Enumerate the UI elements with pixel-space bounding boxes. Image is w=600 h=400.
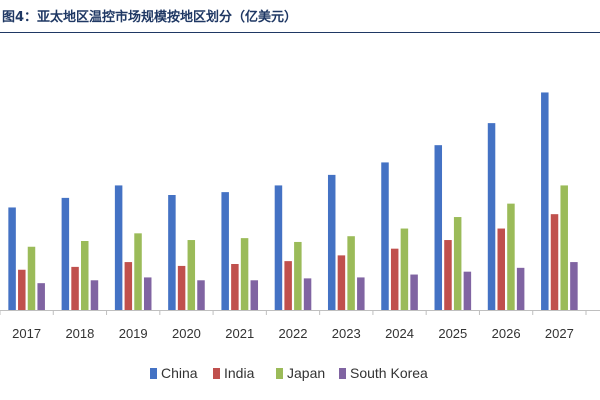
bar-india-2023 [337,255,346,311]
bar-india-2027 [550,214,559,310]
x-tick-label-2025: 2025 [438,326,467,341]
legend-swatch-japan [276,368,283,379]
legend-label-china: China [161,365,198,381]
bar-china-2025 [434,145,443,310]
bar-india-2018 [71,266,79,311]
bar-japan-2026 [507,203,515,311]
bar-japan-2018 [81,241,89,310]
bar-south-korea-2017 [37,283,45,310]
bar-china-2020 [168,195,176,310]
legend-label-south-korea: South Korea [350,365,428,381]
bar-south-korea-2027 [570,262,578,310]
bar-south-korea-2021 [250,280,259,310]
bar-japan-2017 [27,246,36,310]
legend-swatch-china [150,368,157,379]
bar-japan-2027 [560,185,568,310]
bar-india-2026 [497,228,505,310]
bar-china-2021 [221,192,229,310]
legend-swatch-south-korea [339,368,346,379]
title-divider [0,32,600,33]
bar-china-2023 [327,174,336,311]
bar-china-2017 [8,207,16,310]
x-tick-label-2021: 2021 [225,326,254,341]
bar-china-2024 [381,162,389,310]
bar-india-2019 [124,262,133,310]
bar-japan-2025 [453,217,462,310]
bar-south-korea-2019 [143,277,152,310]
legend-swatch-india [213,368,220,379]
bar-india-2020 [177,265,186,310]
bar-japan-2022 [294,241,302,310]
x-tick-label-2019: 2019 [119,326,148,341]
bar-china-2022 [274,185,283,310]
bar-south-korea-2025 [463,271,472,310]
bar-south-korea-2020 [197,280,205,310]
bar-japan-2023 [347,236,355,310]
bar-japan-2019 [134,233,142,310]
bar-india-2017 [18,269,26,310]
x-tick-label-2026: 2026 [492,326,521,341]
bar-south-korea-2024 [410,274,418,310]
chart-title: 图4：亚太地区温控市场规模按地区划分（亿美元） [2,10,298,25]
bar-china-2026 [487,123,496,311]
bar-india-2022 [284,261,292,311]
bar-south-korea-2022 [303,278,312,311]
x-tick-label-2023: 2023 [332,326,361,341]
bar-china-2027 [541,92,549,311]
x-tick-label-2018: 2018 [65,326,94,341]
x-tick-label-2017: 2017 [12,326,41,341]
bar-china-2019 [114,185,123,310]
x-tick-label-2024: 2024 [385,326,414,341]
x-tick-label-2027: 2027 [545,326,574,341]
bar-india-2024 [390,248,399,310]
bar-china-2018 [61,197,70,311]
x-tick-label-2022: 2022 [279,326,308,341]
bar-south-korea-2023 [357,277,365,310]
legend-label-india: India [224,365,255,381]
x-tick-label-2020: 2020 [172,326,201,341]
bar-south-korea-2026 [516,267,525,310]
bar-south-korea-2018 [90,280,99,310]
bar-japan-2020 [187,240,196,310]
bar-india-2025 [444,240,452,310]
bar-japan-2024 [400,228,409,310]
bar-india-2021 [231,264,239,310]
bar-japan-2021 [240,238,249,311]
bar-chart: 2017 2018 2019 2020 2021 2022 2023 2024 2025 2026… [0,92,600,381]
legend-label-japan: Japan [287,365,325,381]
